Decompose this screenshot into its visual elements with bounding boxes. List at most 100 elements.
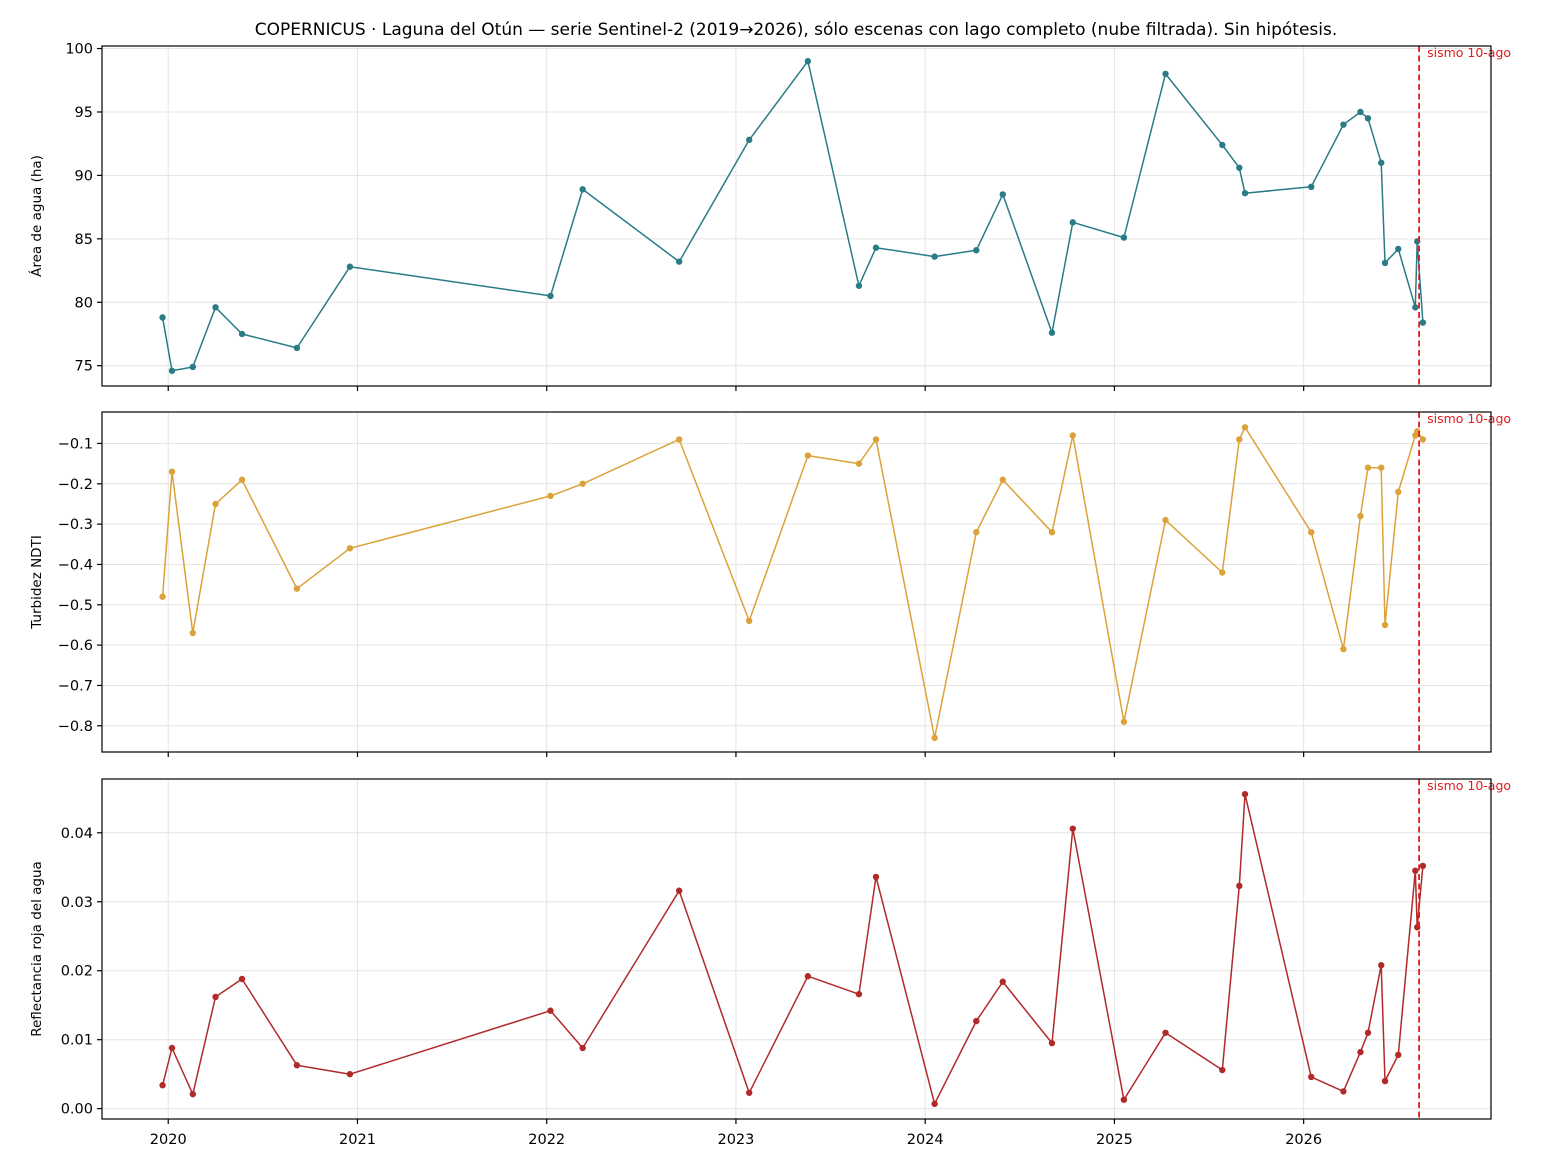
data-point: [579, 480, 586, 487]
data-point: [1412, 867, 1419, 874]
data-point: [675, 258, 683, 265]
data-point: [189, 1090, 197, 1098]
data-point: [579, 186, 586, 193]
y-tick-label: 80: [75, 295, 93, 311]
data-point: [973, 247, 980, 254]
data-point: [745, 617, 753, 625]
data-point: [999, 978, 1006, 985]
y-tick-label: −0.3: [58, 517, 93, 533]
x-tick-label: 2021: [339, 1132, 376, 1148]
data-point: [1378, 962, 1385, 969]
data-point: [1340, 645, 1347, 653]
series-line: [161, 426, 1424, 739]
y-axis-label: Reflectancia roja del agua: [29, 861, 45, 1037]
panel-2: −0.8 −0.7 −0.6 −0.5 −0.4 −0.3 −0.2 −0.1 Turbidez…: [29, 411, 1511, 757]
data-point: [1241, 189, 1249, 197]
data-point: [1241, 790, 1249, 798]
series-line: [161, 60, 1424, 372]
data-point: [1340, 121, 1347, 128]
data-point: [1419, 862, 1427, 870]
data-point: [855, 990, 863, 998]
event-label: sismo 10-ago: [1427, 45, 1511, 60]
data-point: [1412, 304, 1419, 311]
data-point: [1162, 70, 1169, 78]
y-tick-label: −0.4: [58, 557, 93, 573]
y-tick-label: −0.1: [58, 436, 93, 452]
y-tick-label: 0.01: [61, 1033, 93, 1049]
data-point: [346, 1070, 354, 1078]
data-point: [931, 734, 938, 742]
data-point: [1069, 219, 1076, 226]
data-point: [1357, 1048, 1364, 1056]
chart-title: COPERNICUS · Laguna del Otún — serie Sen…: [255, 20, 1338, 40]
data-point: [1120, 1096, 1128, 1103]
data-point: [212, 500, 219, 508]
event-label: sismo 10-ago: [1427, 411, 1511, 426]
data-point: [1219, 1066, 1226, 1074]
x-tick-label: 2022: [528, 1132, 565, 1148]
data-point: [238, 330, 246, 338]
data-point: [168, 367, 176, 374]
data-point: [804, 973, 812, 980]
y-tick-label: −0.2: [58, 477, 93, 493]
data-point: [346, 545, 354, 552]
y-tick-label: −0.7: [58, 678, 93, 694]
data-point: [804, 452, 812, 459]
x-tick-label: 2020: [150, 1132, 187, 1148]
data-point: [1378, 159, 1385, 166]
data-point: [1308, 183, 1315, 191]
data-point: [212, 993, 219, 1001]
data-point: [1357, 108, 1364, 116]
data-point: [189, 363, 197, 371]
data-point: [999, 191, 1006, 198]
data-point: [189, 629, 197, 637]
data-point: [1048, 1039, 1056, 1047]
data-point: [293, 585, 301, 592]
panel-3: 0.00 0.01 0.02 0.03 0.04 2020 2021 2022 2023 2024…: [29, 778, 1511, 1148]
y-tick-label: 100: [65, 42, 93, 58]
x-tick-label: 2023: [717, 1132, 754, 1148]
data-point: [872, 873, 880, 881]
data-point: [159, 314, 166, 321]
data-point: [547, 492, 554, 500]
plot-frame: [101, 45, 1492, 387]
data-point: [855, 282, 863, 289]
y-tick-label: 90: [75, 168, 93, 184]
data-point: [1236, 436, 1243, 443]
data-point: [238, 476, 246, 483]
data-point: [1069, 432, 1076, 439]
data-point: [1120, 718, 1128, 725]
data-point: [1340, 1088, 1347, 1095]
y-tick-label: 85: [75, 232, 93, 248]
data-point: [675, 436, 683, 443]
data-point: [1364, 1029, 1372, 1036]
data-point: [855, 460, 863, 467]
data-point: [547, 1007, 554, 1014]
data-point: [579, 1044, 586, 1052]
data-point: [931, 1100, 938, 1108]
x-tick-label: 2024: [907, 1132, 944, 1148]
y-tick-label: 75: [75, 359, 93, 375]
plot-frame: [101, 778, 1492, 1120]
y-axis-label: Área de agua (ha): [28, 155, 45, 277]
series-line: [161, 793, 1424, 1105]
data-point: [1241, 424, 1249, 431]
data-point: [1395, 245, 1402, 253]
data-point: [999, 476, 1006, 483]
data-point: [238, 975, 246, 983]
data-point: [745, 1089, 753, 1096]
data-point: [1236, 164, 1243, 171]
data-point: [212, 304, 219, 311]
data-point: [804, 58, 812, 65]
plot-frame: [101, 411, 1492, 753]
data-point: [293, 1062, 301, 1069]
data-point: [973, 1017, 980, 1025]
data-point: [1120, 234, 1128, 241]
data-point: [1357, 512, 1364, 520]
data-point: [1308, 1073, 1315, 1081]
data-point: [159, 593, 166, 600]
data-point: [1395, 1051, 1402, 1059]
data-point: [547, 292, 554, 300]
data-point: [1236, 882, 1243, 890]
